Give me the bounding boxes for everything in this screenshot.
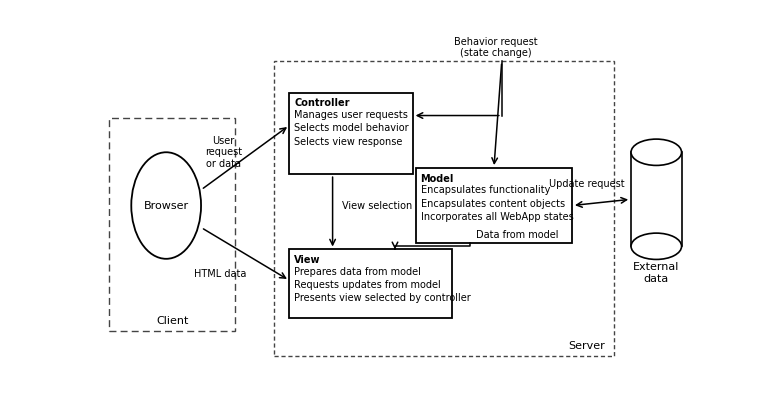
Bar — [109, 118, 235, 331]
Ellipse shape — [131, 152, 201, 259]
Text: Behavior request
(state change): Behavior request (state change) — [454, 37, 538, 58]
Text: View: View — [294, 255, 320, 265]
Text: User
request
or data: User request or data — [205, 136, 242, 169]
Text: View selection: View selection — [341, 201, 412, 210]
Text: Controller: Controller — [294, 98, 350, 108]
Bar — [631, 152, 681, 246]
Text: Manages user requests
Selects model behavior
Selects view response: Manages user requests Selects model beha… — [294, 110, 409, 147]
Text: Client: Client — [156, 316, 189, 326]
Bar — [275, 61, 614, 356]
Text: Prepares data from model
Requests updates from model
Presents view selected by c: Prepares data from model Requests update… — [294, 267, 471, 303]
Bar — [416, 168, 572, 243]
Ellipse shape — [631, 233, 681, 259]
Text: External
data: External data — [633, 262, 680, 284]
Text: Data from model: Data from model — [476, 230, 559, 240]
Text: Server: Server — [569, 341, 605, 351]
Ellipse shape — [631, 139, 681, 165]
Bar — [289, 249, 452, 318]
Bar — [289, 93, 413, 174]
Text: HTML data: HTML data — [194, 269, 247, 280]
Text: Update request: Update request — [549, 179, 625, 188]
Text: Model: Model — [421, 173, 454, 184]
Text: Encapsulates functionality
Encapsulates content objects
Incorporates all WebApp : Encapsulates functionality Encapsulates … — [421, 186, 573, 222]
Text: Browser: Browser — [144, 201, 189, 210]
